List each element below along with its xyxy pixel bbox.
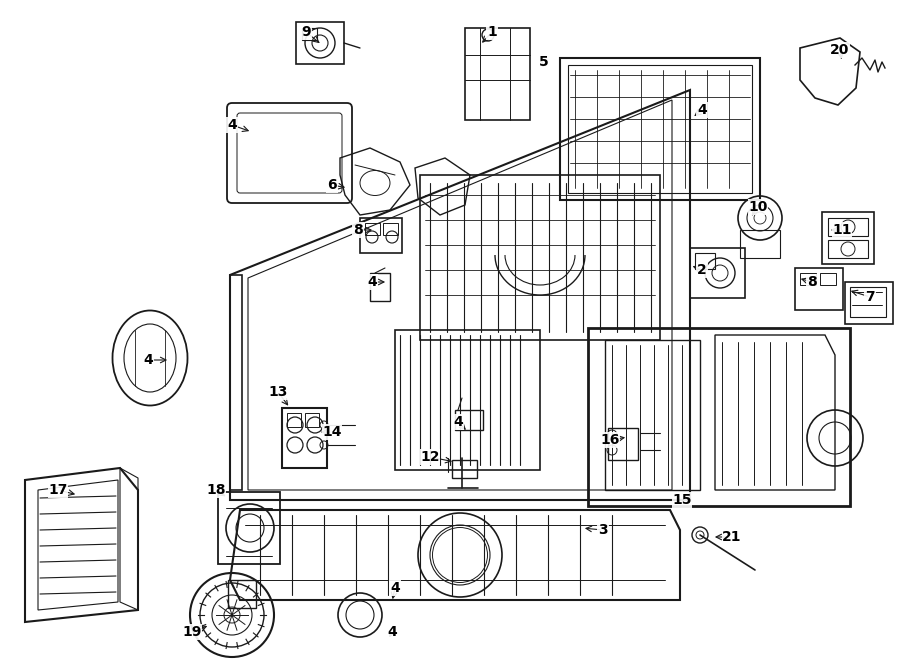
Text: 4: 4 — [387, 625, 397, 639]
Text: 19: 19 — [183, 625, 202, 639]
Text: 5: 5 — [539, 55, 549, 69]
Text: 4: 4 — [143, 353, 153, 367]
Bar — [845, 282, 893, 324]
Bar — [296, 22, 344, 64]
Bar — [820, 273, 836, 285]
Text: 6: 6 — [328, 178, 337, 192]
Bar — [305, 413, 319, 427]
Text: 7: 7 — [865, 290, 875, 304]
Text: 4: 4 — [390, 581, 400, 595]
Text: 4: 4 — [367, 275, 377, 289]
Text: 2: 2 — [698, 263, 706, 277]
Bar — [360, 218, 402, 253]
Bar — [302, 28, 317, 40]
Bar — [588, 328, 850, 506]
Bar — [740, 230, 780, 258]
Text: 1: 1 — [487, 25, 497, 39]
Bar — [383, 223, 398, 235]
Text: 4: 4 — [698, 103, 706, 117]
Bar — [695, 253, 715, 269]
Text: 10: 10 — [748, 200, 768, 214]
Text: 8: 8 — [807, 275, 817, 289]
Bar — [822, 212, 874, 264]
Bar — [282, 408, 327, 468]
Text: 15: 15 — [672, 493, 692, 507]
Bar — [455, 410, 483, 430]
Text: 3: 3 — [598, 523, 608, 537]
Bar — [795, 268, 843, 310]
Text: 12: 12 — [420, 450, 440, 464]
Text: 14: 14 — [322, 425, 342, 439]
Bar — [828, 218, 868, 236]
Bar — [608, 428, 638, 460]
Text: 9: 9 — [302, 25, 310, 39]
Bar — [365, 223, 380, 235]
Text: 13: 13 — [268, 385, 288, 399]
Bar — [850, 287, 886, 317]
Text: 17: 17 — [49, 483, 68, 497]
Bar — [800, 273, 816, 285]
Text: 4: 4 — [453, 415, 463, 429]
Bar — [690, 248, 745, 298]
Text: 4: 4 — [227, 118, 237, 132]
Text: 16: 16 — [600, 433, 620, 447]
Text: 21: 21 — [722, 530, 742, 544]
Bar — [828, 240, 868, 258]
Text: 18: 18 — [206, 483, 226, 497]
Bar — [452, 460, 477, 478]
Bar — [370, 273, 390, 301]
Bar — [228, 580, 256, 608]
Text: 8: 8 — [353, 223, 363, 237]
Bar — [287, 413, 301, 427]
Text: 11: 11 — [832, 223, 851, 237]
Bar — [230, 275, 242, 490]
Bar — [218, 492, 280, 564]
Text: 20: 20 — [831, 43, 850, 57]
